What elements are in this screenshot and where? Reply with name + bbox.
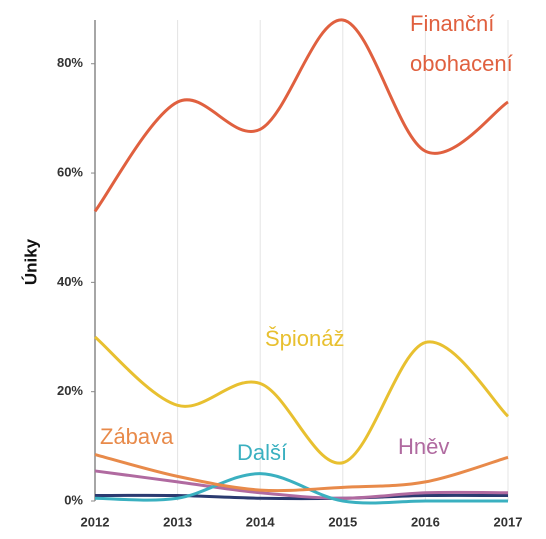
y-tick-label: 60% <box>57 164 83 179</box>
series-label: Hněv <box>398 434 449 459</box>
series-label: Finanční obohacení <box>410 11 513 76</box>
series-line <box>93 18 509 213</box>
series-line <box>94 335 510 465</box>
series-line <box>94 469 509 500</box>
x-tick-label: 2013 <box>163 514 192 529</box>
y-tick-label: 20% <box>57 383 83 398</box>
y-tick-label: 40% <box>57 274 83 289</box>
x-tick-label: 2015 <box>328 514 357 529</box>
series-label: Špionáž <box>265 326 345 351</box>
x-tick-label: 2014 <box>246 514 276 529</box>
series-label: Zábava <box>100 424 174 449</box>
series-label: Další <box>237 440 287 465</box>
y-axis-label: Úniky <box>21 238 40 285</box>
x-tick-label: 2017 <box>494 514 523 529</box>
x-tick-label: 2012 <box>81 514 110 529</box>
x-tick-label: 2016 <box>411 514 440 529</box>
series-line <box>94 493 509 501</box>
y-tick-label: 80% <box>57 55 83 70</box>
y-tick-label: 0% <box>64 492 83 507</box>
series-line <box>94 453 509 493</box>
series-line <box>94 472 508 505</box>
